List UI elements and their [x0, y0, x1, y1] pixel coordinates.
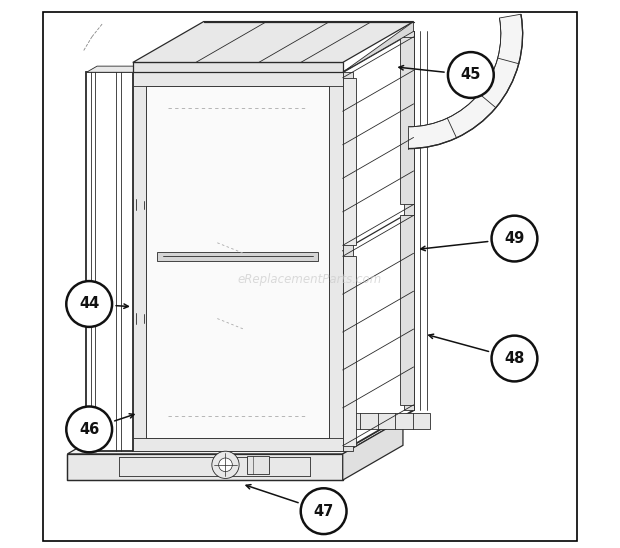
Text: eReplacementParts.com: eReplacementParts.com [238, 273, 382, 286]
Wedge shape [408, 14, 523, 149]
Polygon shape [133, 437, 343, 451]
Text: 49: 49 [504, 231, 525, 246]
Polygon shape [146, 86, 329, 437]
Circle shape [66, 281, 112, 327]
Text: 47: 47 [314, 504, 334, 518]
Polygon shape [157, 252, 318, 261]
Text: 48: 48 [504, 351, 525, 366]
Polygon shape [68, 419, 403, 454]
Polygon shape [343, 72, 353, 451]
Polygon shape [133, 21, 414, 62]
Polygon shape [404, 31, 414, 410]
Circle shape [212, 451, 239, 478]
Polygon shape [343, 419, 403, 480]
Polygon shape [343, 413, 430, 430]
Polygon shape [343, 256, 356, 446]
Polygon shape [133, 72, 343, 451]
Circle shape [219, 458, 232, 472]
Circle shape [448, 52, 494, 98]
Polygon shape [86, 66, 143, 72]
Text: 46: 46 [79, 422, 99, 437]
Circle shape [66, 407, 112, 452]
Polygon shape [68, 454, 343, 480]
Circle shape [492, 216, 538, 261]
Text: 44: 44 [79, 296, 99, 311]
Polygon shape [400, 37, 414, 204]
Polygon shape [343, 31, 414, 451]
Polygon shape [400, 215, 414, 405]
Circle shape [301, 488, 347, 534]
Polygon shape [133, 62, 343, 72]
Polygon shape [133, 72, 343, 86]
Polygon shape [86, 72, 133, 451]
Polygon shape [343, 78, 356, 246]
Circle shape [492, 335, 538, 381]
Polygon shape [343, 21, 414, 72]
Polygon shape [247, 456, 269, 473]
Polygon shape [133, 72, 146, 451]
Polygon shape [329, 72, 343, 451]
Text: 45: 45 [461, 67, 481, 83]
